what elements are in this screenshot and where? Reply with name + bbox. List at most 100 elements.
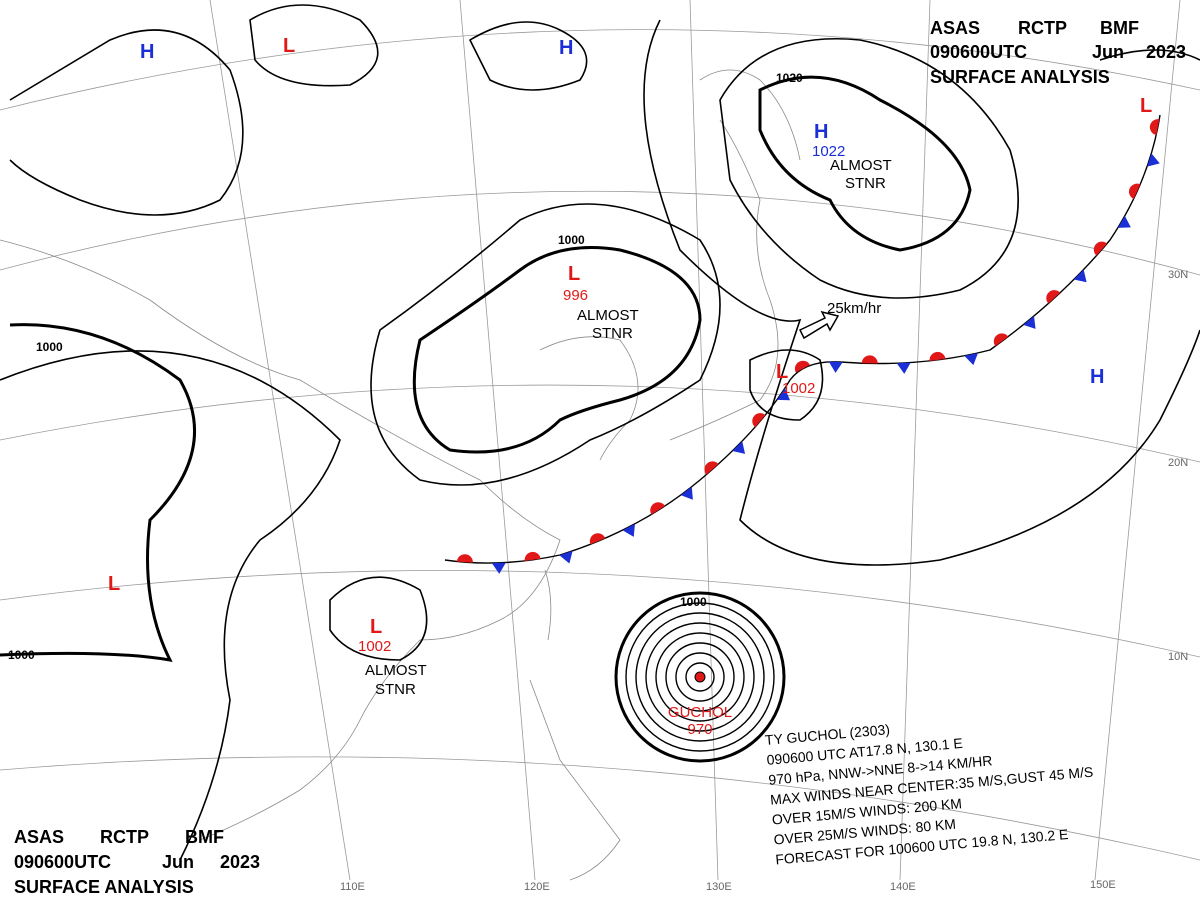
isobar (249, 4, 379, 87)
cold-symbol (559, 550, 573, 564)
lat-line (0, 756, 1200, 861)
isobar (0, 350, 341, 861)
cold-symbol (896, 362, 911, 374)
warm-symbol (861, 355, 878, 364)
warm-symbol (524, 551, 541, 561)
front-symbols (456, 119, 1160, 574)
coast (0, 239, 561, 841)
warm-symbol (1093, 241, 1108, 256)
warm-symbol (650, 502, 666, 515)
cold-symbol (1117, 215, 1131, 228)
coast (544, 569, 552, 641)
lat-line (0, 29, 1200, 111)
coastlines (0, 69, 801, 881)
header-office: BMF (185, 827, 224, 847)
warm-symbol (1046, 290, 1061, 304)
center-pressure: 1002 (782, 380, 815, 397)
low-center: L (776, 361, 788, 383)
lon-label: 130E (706, 881, 732, 893)
header-year: 2023 (220, 852, 260, 872)
cold-symbol (732, 441, 746, 454)
isobar (412, 246, 702, 454)
header-product: SURFACE ANALYSIS (14, 877, 194, 897)
lon-line (1094, 0, 1181, 881)
warm-symbol (704, 461, 719, 475)
typhoon-isobar (675, 652, 725, 702)
center-note: STNR (592, 325, 633, 342)
warm-symbol (929, 351, 946, 361)
isobar (329, 576, 428, 661)
isobar (370, 203, 721, 486)
header-time: 090600UTC (930, 42, 1027, 62)
lon-line (459, 0, 536, 881)
typhoon-isobar (635, 612, 765, 742)
typhoon-isobar (665, 642, 735, 712)
lon-label: 140E (890, 881, 916, 893)
header-month: Jun (1092, 42, 1124, 62)
coast (699, 69, 801, 161)
cold-symbol (828, 361, 843, 373)
header-station: RCTP (1018, 18, 1067, 38)
warm-symbol (1128, 183, 1141, 199)
isobar (758, 75, 972, 252)
high-center: H (814, 121, 828, 143)
high-center: H (140, 41, 154, 63)
lon-label: 110E (340, 881, 365, 893)
lat-line (0, 384, 1200, 463)
typhoon-pressure: 970 (687, 721, 712, 738)
lat-line (0, 570, 1200, 658)
cold-symbol (1147, 153, 1160, 167)
isobars (0, 4, 1200, 861)
lon-label: 150E (1090, 879, 1116, 891)
cold-symbol (1023, 315, 1036, 329)
lon-line (209, 0, 351, 881)
header-time: 090600UTC (14, 852, 111, 872)
typhoon-isobar (685, 662, 715, 692)
low-center: L (108, 573, 120, 595)
lon-line (899, 0, 931, 881)
motion-arrow (798, 310, 840, 340)
high-center: H (559, 37, 573, 59)
warm-symbol (752, 413, 766, 428)
low-center: L (283, 35, 295, 57)
isobar-label: 1000 (680, 595, 707, 609)
motion-label: 25km/hr (827, 300, 881, 317)
header-month: Jun (162, 852, 194, 872)
center-note: STNR (375, 681, 416, 698)
cold-symbol (1073, 269, 1087, 283)
graticule (0, 0, 1200, 881)
cold-symbol (491, 562, 506, 574)
cold-symbol (622, 523, 635, 537)
lon-line (689, 0, 719, 881)
header-office: BMF (1100, 18, 1139, 38)
isobar-label: 1000 (36, 340, 63, 354)
stationary-front (444, 114, 1161, 564)
isobar (0, 323, 196, 662)
isobar (749, 349, 824, 421)
lat-label: 30N (1168, 269, 1188, 281)
center-note: ALMOST (365, 662, 427, 679)
center-pressure: 1002 (358, 638, 391, 655)
center-note: ALMOST (830, 157, 892, 174)
coast (539, 336, 639, 461)
isobar (1099, 49, 1200, 61)
center-pressure: 1022 (812, 143, 845, 160)
typhoon-center (694, 671, 706, 683)
header-agency: ASAS (14, 827, 64, 847)
coast (669, 119, 779, 441)
isobar (468, 21, 588, 91)
center-pressure: 996 (563, 287, 588, 304)
low-center: L (1140, 95, 1152, 117)
typhoon-isobar (625, 602, 775, 752)
lat-label: 20N (1168, 457, 1188, 469)
center-note: STNR (845, 175, 886, 192)
lon-label: 120E (524, 881, 550, 893)
lat-label: 10N (1168, 651, 1188, 663)
cold-symbol (964, 352, 978, 366)
center-note: ALMOST (577, 307, 639, 324)
isobar-label: 1020 (776, 71, 803, 85)
isobar (719, 37, 1019, 299)
header-agency: ASAS (930, 18, 980, 38)
header-product: SURFACE ANALYSIS (930, 67, 1110, 87)
